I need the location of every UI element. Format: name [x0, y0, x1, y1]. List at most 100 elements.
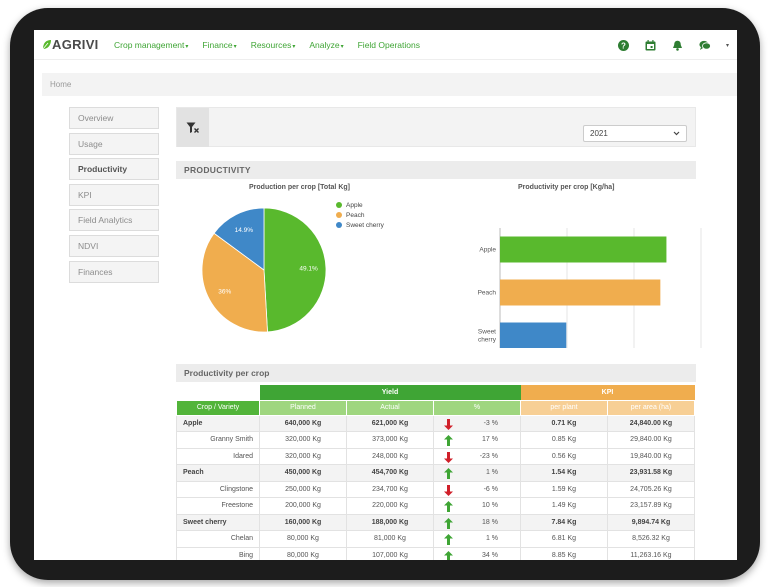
pie-slice-apple[interactable]	[263, 207, 327, 333]
planned-cell: 640,000 Kg	[259, 414, 347, 432]
nav-item-label: Resources	[250, 39, 292, 50]
nav-item-resources[interactable]: Resources▾	[251, 40, 296, 50]
legend-item-sweet-cherry[interactable]: Sweet cherry	[336, 220, 384, 230]
per-plant-cell: 7.84 Kg	[520, 513, 608, 531]
pct-value: 18 %	[482, 518, 498, 526]
planned-cell: 250,000 Kg	[259, 480, 347, 498]
pie-slice-peach[interactable]	[201, 232, 268, 333]
sidebar-item-field-analytics[interactable]: Field Analytics	[69, 209, 159, 232]
per-plant-cell: 8.85 Kg	[520, 546, 608, 560]
arrow-up-icon	[444, 550, 453, 560]
per-area-cell: 24,705.26 Kg	[607, 480, 695, 498]
planned-cell: 320,000 Kg	[259, 447, 347, 465]
col-planned-header[interactable]: Planned	[259, 399, 347, 416]
kpi-group-header: KPI	[520, 385, 695, 400]
per-plant-cell: 6.81 Kg	[520, 530, 608, 548]
nav-item-field-operations[interactable]: Field Operations	[358, 40, 420, 50]
table-row: Apple 640,000 Kg 621,000 Kg -3 % 0.71 Kg 24,8…	[176, 414, 695, 432]
breadcrumb-home[interactable]: Home	[50, 80, 72, 89]
bar-apple[interactable]	[500, 236, 667, 263]
filter-clear-icon[interactable]	[177, 108, 209, 147]
pct-value: -3 %	[483, 419, 498, 427]
nav-item-analyze[interactable]: Analyze▾	[309, 40, 343, 50]
planned-cell: 80,000 Kg	[259, 530, 347, 548]
col-per-area-header[interactable]: per area (ha)	[607, 399, 695, 416]
per-area-cell: 23,157.89 Kg	[607, 497, 695, 515]
crop-name-cell: Freestone	[176, 497, 260, 515]
pct-cell: 1 %	[433, 464, 521, 482]
pct-cell: -6 %	[433, 480, 521, 498]
actual-cell: 220,000 Kg	[346, 497, 434, 515]
actual-cell: 373,000 Kg	[346, 431, 434, 449]
legend-swatch	[336, 202, 342, 208]
legend-item-peach[interactable]: Peach	[336, 210, 384, 220]
planned-cell: 160,000 Kg	[259, 513, 347, 531]
crop-name-cell: Sweet cherry	[176, 513, 260, 531]
legend-item-apple[interactable]: Apple	[336, 200, 384, 210]
calendar-icon[interactable]	[645, 39, 656, 51]
sidebar-item-overview[interactable]: Overview	[69, 107, 159, 129]
pie-slice-sweet-cherry[interactable]	[213, 207, 265, 271]
actual-cell: 81,000 Kg	[346, 530, 434, 548]
sidebar-item-kpi[interactable]: KPI	[69, 183, 159, 206]
table-row: Granny Smith 320,000 Kg 373,000 Kg 17 % 0.85…	[176, 431, 695, 449]
nav-item-label: Analyze	[309, 39, 340, 50]
user-menu-chevron-down-icon[interactable]: ▾	[725, 42, 729, 49]
arrow-up-icon	[444, 517, 453, 529]
table-row: Chelan 80,000 Kg 81,000 Kg 1 % 6.81 Kg 8,526.…	[176, 530, 695, 548]
col-pct-header[interactable]: %	[433, 399, 521, 416]
nav-item-crop-management[interactable]: Crop management▾	[114, 40, 188, 50]
planned-cell: 200,000 Kg	[259, 497, 347, 515]
table-row: Idared 320,000 Kg 248,000 Kg -23 % 0.56 Kg 19…	[176, 447, 695, 465]
yield-group-header: Yield	[259, 385, 521, 400]
actual-cell: 234,700 Kg	[346, 480, 434, 498]
main-menu: Crop management▾ Finance▾ Resources▾ Analyz…	[114, 40, 434, 50]
col-actual-header[interactable]: Actual	[346, 399, 434, 416]
leaf-icon	[42, 40, 51, 50]
planned-cell: 450,000 Kg	[259, 464, 347, 482]
arrow-down-icon	[444, 484, 453, 496]
arrow-down-icon	[444, 451, 453, 463]
table-row: Freestone 200,000 Kg 220,000 Kg 10 % 1.49 Kg…	[176, 497, 695, 515]
arrow-up-icon	[444, 468, 453, 479]
sidebar-item-ndvi[interactable]: NDVI	[69, 234, 159, 257]
analytics-sidebar: Overview Usage Productivity KPI Field Analyt…	[69, 107, 159, 286]
table-row: Sweet cherry 160,000 Kg 188,000 Kg 18 % 7.84…	[176, 513, 695, 531]
crop-name-cell: Chelan	[176, 530, 260, 548]
help-icon[interactable]: ?	[617, 39, 629, 51]
pct-value: 34 %	[482, 551, 498, 559]
col-per-plant-header[interactable]: per plant	[520, 399, 608, 416]
bar-sweet-cherry[interactable]	[500, 322, 567, 349]
per-area-cell: 23,931.58 Kg	[607, 464, 695, 482]
sidebar-item-productivity[interactable]: Productivity	[69, 158, 159, 181]
per-plant-cell: 1.49 Kg	[520, 497, 608, 515]
year-select[interactable]: 2021	[583, 125, 687, 142]
col-crop-header[interactable]: Crop / Variety	[176, 399, 260, 416]
brand-name: AGRIVI	[52, 37, 99, 52]
sidebar-item-finances[interactable]: Finances	[69, 260, 159, 283]
arrow-down-icon	[444, 418, 453, 430]
pct-value: 1 %	[485, 469, 498, 477]
bar-peach[interactable]	[500, 279, 661, 306]
chat-icon[interactable]	[699, 40, 711, 51]
arrow-up-icon	[444, 435, 453, 446]
arrow-up-icon	[444, 534, 453, 545]
per-plant-cell: 1.59 Kg	[520, 480, 608, 498]
nav-item-finance[interactable]: Finance▾	[202, 40, 236, 50]
bell-icon[interactable]	[672, 40, 683, 51]
per-area-cell: 24,840.00 Kg	[607, 414, 695, 432]
productivity-section-header: PRODUCTIVITY	[176, 161, 696, 179]
per-area-cell: 8,526.32 Kg	[607, 530, 695, 548]
per-plant-cell: 0.71 Kg	[520, 414, 608, 432]
sidebar-item-usage[interactable]: Usage	[69, 132, 159, 155]
filter-bar: 2021	[176, 107, 696, 147]
table-row: Peach 450,000 Kg 454,700 Kg 1 % 1.54 Kg 23,93…	[176, 464, 695, 482]
pct-value: -6 %	[483, 485, 498, 493]
navbar-icons: ? ▾	[602, 30, 729, 60]
nav-item-label: Finance	[202, 39, 233, 50]
y-tick-label: Peach	[478, 290, 497, 297]
table-row: Bing 80,000 Kg 107,000 Kg 34 % 8.85 Kg 11,263…	[176, 546, 695, 560]
actual-cell: 454,700 Kg	[346, 464, 434, 482]
brand-logo[interactable]: AGRIVI	[42, 37, 104, 52]
per-area-cell: 29,840.00 Kg	[607, 431, 695, 449]
